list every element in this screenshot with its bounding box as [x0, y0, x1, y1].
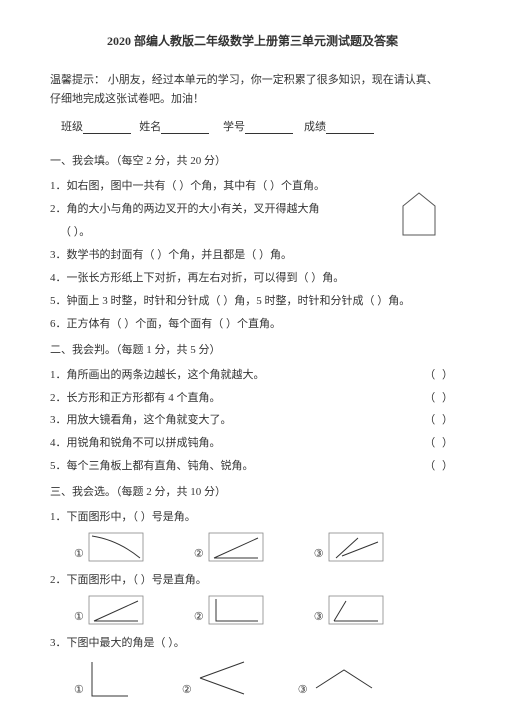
option-1: ①	[74, 658, 132, 698]
student-info-row: 班级 姓名 学号 成绩	[50, 118, 455, 134]
paren-mark: （ ）	[424, 410, 455, 431]
option-label-3: ③	[314, 547, 324, 562]
big-angle-shape-2	[196, 658, 248, 698]
option-label-2: ②	[194, 610, 204, 625]
s1-q2b: （ ）。	[50, 222, 455, 243]
s2-q1: 1．角所画出的两条边越长，这个角就越大。 （ ）	[50, 365, 455, 386]
option-2: ②	[182, 658, 248, 698]
section3-header: 三、我会选。（每题 2 分，共 10 分）	[50, 483, 455, 499]
right-angle-shape-3	[328, 595, 384, 625]
option-label-1: ①	[74, 547, 84, 562]
angle-shape-2	[208, 532, 264, 562]
option-label-3: ③	[298, 683, 308, 698]
option-3: ③	[298, 658, 376, 698]
s1-q1: 1．如右图，图中一共有（ ）个角，其中有（ ）个直角。	[50, 176, 455, 197]
option-2: ②	[194, 532, 264, 562]
angle-shape-3	[328, 532, 384, 562]
section1-header: 一、我会填。（每空 2 分，共 20 分）	[50, 152, 455, 168]
option-3: ③	[314, 532, 384, 562]
name-label: 姓名	[139, 118, 161, 134]
instruction-line1: 温馨提示： 小朋友，经过本单元的学习，你一定积累了很多知识，现在请认真、	[50, 74, 438, 86]
page-title: 2020 部编人教版二年级数学上册第三单元测试题及答案	[50, 32, 455, 49]
paren-mark: （ ）	[424, 365, 455, 386]
s3-q1-options: ① ② ③	[50, 532, 455, 562]
class-blank	[83, 122, 131, 134]
s1-q6: 6．正方体有（ ）个面，每个面有（ ）个直角。	[50, 314, 455, 335]
option-label-1: ①	[74, 683, 84, 698]
instruction-text: 温馨提示： 小朋友，经过本单元的学习，你一定积累了很多知识，现在请认真、 仔细地…	[50, 71, 455, 108]
s2-q4: 4．用锐角和锐角不可以拼成钝角。 （ ）	[50, 433, 455, 454]
option-1: ①	[74, 532, 144, 562]
s2-q1-text: 1．角所画出的两条边越长，这个角就越大。	[50, 369, 265, 381]
angle-shape-1	[88, 532, 144, 562]
s3-q2-options: ① ② ③	[50, 595, 455, 625]
s3-q2: 2．下面图形中，（ ）号是直角。	[50, 570, 455, 591]
s3-q3: 3．下图中最大的角是（ ）。	[50, 633, 455, 654]
s3-q3-options: ① ② ③	[50, 658, 455, 698]
big-angle-shape-1	[88, 658, 132, 698]
paren-mark: （ ）	[424, 456, 455, 477]
s2-q2-text: 2．长方形和正方形都有 4 个直角。	[50, 392, 221, 404]
instruction-line2: 仔细地完成这张试卷吧。加油！	[50, 93, 204, 105]
option-1: ①	[74, 595, 144, 625]
score-label: 成绩	[304, 118, 326, 134]
s1-q2: 2．角的大小与角的两边叉开的大小有关，叉开得越大角	[50, 199, 455, 220]
option-label-2: ②	[182, 683, 192, 698]
big-angle-shape-3	[312, 658, 376, 698]
s2-q5: 5．每个三角板上都有直角、钝角、锐角。 （ ）	[50, 456, 455, 477]
paren-mark: （ ）	[424, 433, 455, 454]
house-icon	[401, 192, 437, 236]
s2-q3-text: 3．用放大镜看角，这个角就变大了。	[50, 414, 232, 426]
option-label-2: ②	[194, 547, 204, 562]
s1-q3: 3．数学书的封面有（ ）个角，并且都是（ ）角。	[50, 245, 455, 266]
s2-q4-text: 4．用锐角和锐角不可以拼成钝角。	[50, 437, 221, 449]
id-blank	[245, 122, 293, 134]
right-angle-shape-1	[88, 595, 144, 625]
s2-q5-text: 5．每个三角板上都有直角、钝角、锐角。	[50, 460, 254, 472]
option-3: ③	[314, 595, 384, 625]
name-blank	[161, 122, 209, 134]
option-label-3: ③	[314, 610, 324, 625]
class-label: 班级	[61, 118, 83, 134]
section2-header: 二、我会判。（每题 1 分，共 5 分）	[50, 341, 455, 357]
id-label: 学号	[223, 118, 245, 134]
option-label-1: ①	[74, 610, 84, 625]
s2-q2: 2．长方形和正方形都有 4 个直角。 （ ）	[50, 388, 455, 409]
s1-q5: 5．钟面上 3 时整，时针和分针成（ ）角，5 时整，时针和分针成（ ）角。	[50, 291, 455, 312]
s3-q1: 1．下面图形中，（ ）号是角。	[50, 507, 455, 528]
score-blank	[326, 122, 374, 134]
paren-mark: （ ）	[424, 388, 455, 409]
s2-q3: 3．用放大镜看角，这个角就变大了。 （ ）	[50, 410, 455, 431]
right-angle-shape-2	[208, 595, 264, 625]
s1-q4: 4．一张长方形纸上下对折，再左右对折，可以得到（ ）角。	[50, 268, 455, 289]
option-2: ②	[194, 595, 264, 625]
